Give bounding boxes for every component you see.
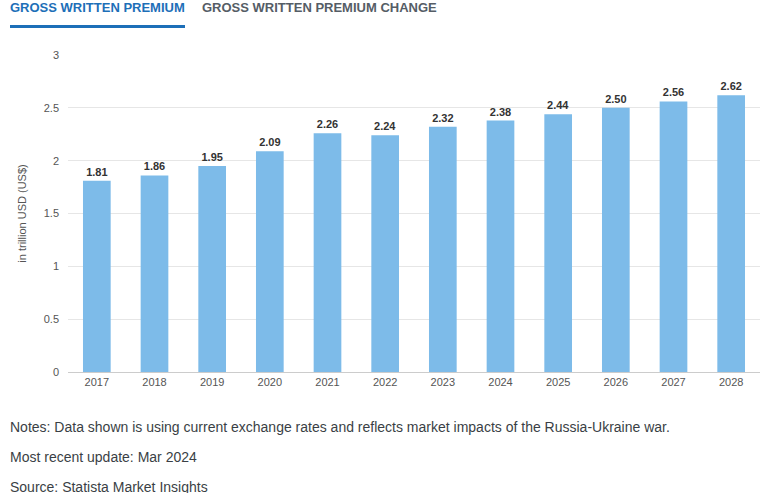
html-text:GROSS WRITTEN PREMIUM CHANGE: GROSS WRITTEN PREMIUM CHANGE — [202, 0, 437, 15]
html-text:Notes: Data shown is using cur: Notes: Data shown is using current excha… — [10, 419, 670, 435]
svg-text:2.50: 2.50 — [605, 93, 626, 105]
html-text:GROSS WRITTEN PREMIUM: GROSS WRITTEN PREMIUM — [10, 0, 185, 15]
svg-text:3: 3 — [53, 49, 59, 61]
svg-text:2.09: 2.09 — [259, 136, 280, 148]
svg-text:2.26: 2.26 — [317, 118, 338, 130]
svg-text:2.38: 2.38 — [490, 106, 511, 118]
svg-text:2017: 2017 — [85, 376, 109, 388]
svg-text:2.56: 2.56 — [663, 86, 684, 98]
svg-text:2027: 2027 — [661, 376, 685, 388]
svg-text:2018: 2018 — [142, 376, 166, 388]
svg-text:2.44: 2.44 — [547, 99, 569, 111]
svg-text:1: 1 — [53, 260, 59, 272]
svg-text:1.95: 1.95 — [201, 151, 222, 163]
svg-text:2019: 2019 — [200, 376, 224, 388]
svg-text:2024: 2024 — [488, 376, 512, 388]
svg-text:in trillion USD (US$): in trillion USD (US$) — [16, 164, 28, 262]
svg-text:2.62: 2.62 — [720, 80, 741, 92]
svg-text:2.24: 2.24 — [374, 120, 396, 132]
svg-text:0: 0 — [53, 366, 59, 378]
svg-text:2023: 2023 — [431, 376, 455, 388]
svg-text:2.5: 2.5 — [44, 102, 59, 114]
svg-text:1.81: 1.81 — [86, 166, 107, 178]
svg-text:1.86: 1.86 — [144, 160, 165, 172]
svg-text:2.32: 2.32 — [432, 112, 453, 124]
html-text:Most recent update: Mar 2024: Most recent update: Mar 2024 — [10, 449, 197, 465]
svg-text:2026: 2026 — [604, 376, 628, 388]
svg-text:0.5: 0.5 — [44, 313, 59, 325]
svg-text:2025: 2025 — [546, 376, 570, 388]
svg-text:2021: 2021 — [315, 376, 339, 388]
svg-text:1.5: 1.5 — [44, 207, 59, 219]
svg-text:2: 2 — [53, 155, 59, 167]
svg-text:2022: 2022 — [373, 376, 397, 388]
svg-text:2028: 2028 — [719, 376, 743, 388]
svg-text:2020: 2020 — [258, 376, 282, 388]
